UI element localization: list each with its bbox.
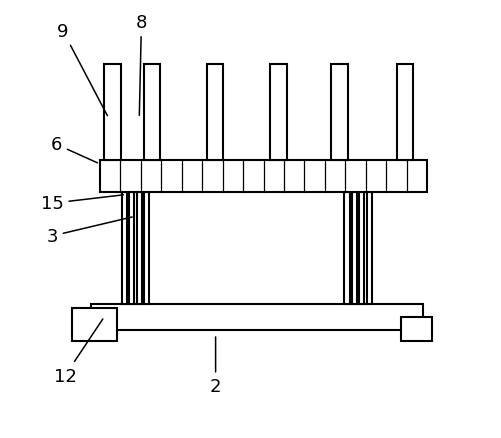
Bar <box>367 193 372 304</box>
Text: 12: 12 <box>54 319 103 385</box>
Bar <box>344 193 350 304</box>
Bar <box>144 193 149 304</box>
Bar <box>397 64 413 160</box>
Bar <box>122 193 127 304</box>
Bar <box>100 160 427 193</box>
Text: 8: 8 <box>136 14 147 116</box>
Bar <box>207 64 223 160</box>
Bar <box>401 317 431 341</box>
Bar <box>91 304 423 330</box>
Bar <box>331 64 348 160</box>
Text: 9: 9 <box>57 23 107 117</box>
Text: 3: 3 <box>46 217 132 245</box>
Bar <box>104 64 121 160</box>
Bar <box>352 193 357 304</box>
Bar <box>359 193 364 304</box>
Bar <box>129 193 134 304</box>
Text: 6: 6 <box>51 136 98 163</box>
Bar <box>270 64 287 160</box>
Bar <box>144 64 160 160</box>
Bar <box>137 193 142 304</box>
Text: 2: 2 <box>210 337 221 396</box>
Bar <box>72 308 117 341</box>
Text: 15: 15 <box>41 195 123 213</box>
